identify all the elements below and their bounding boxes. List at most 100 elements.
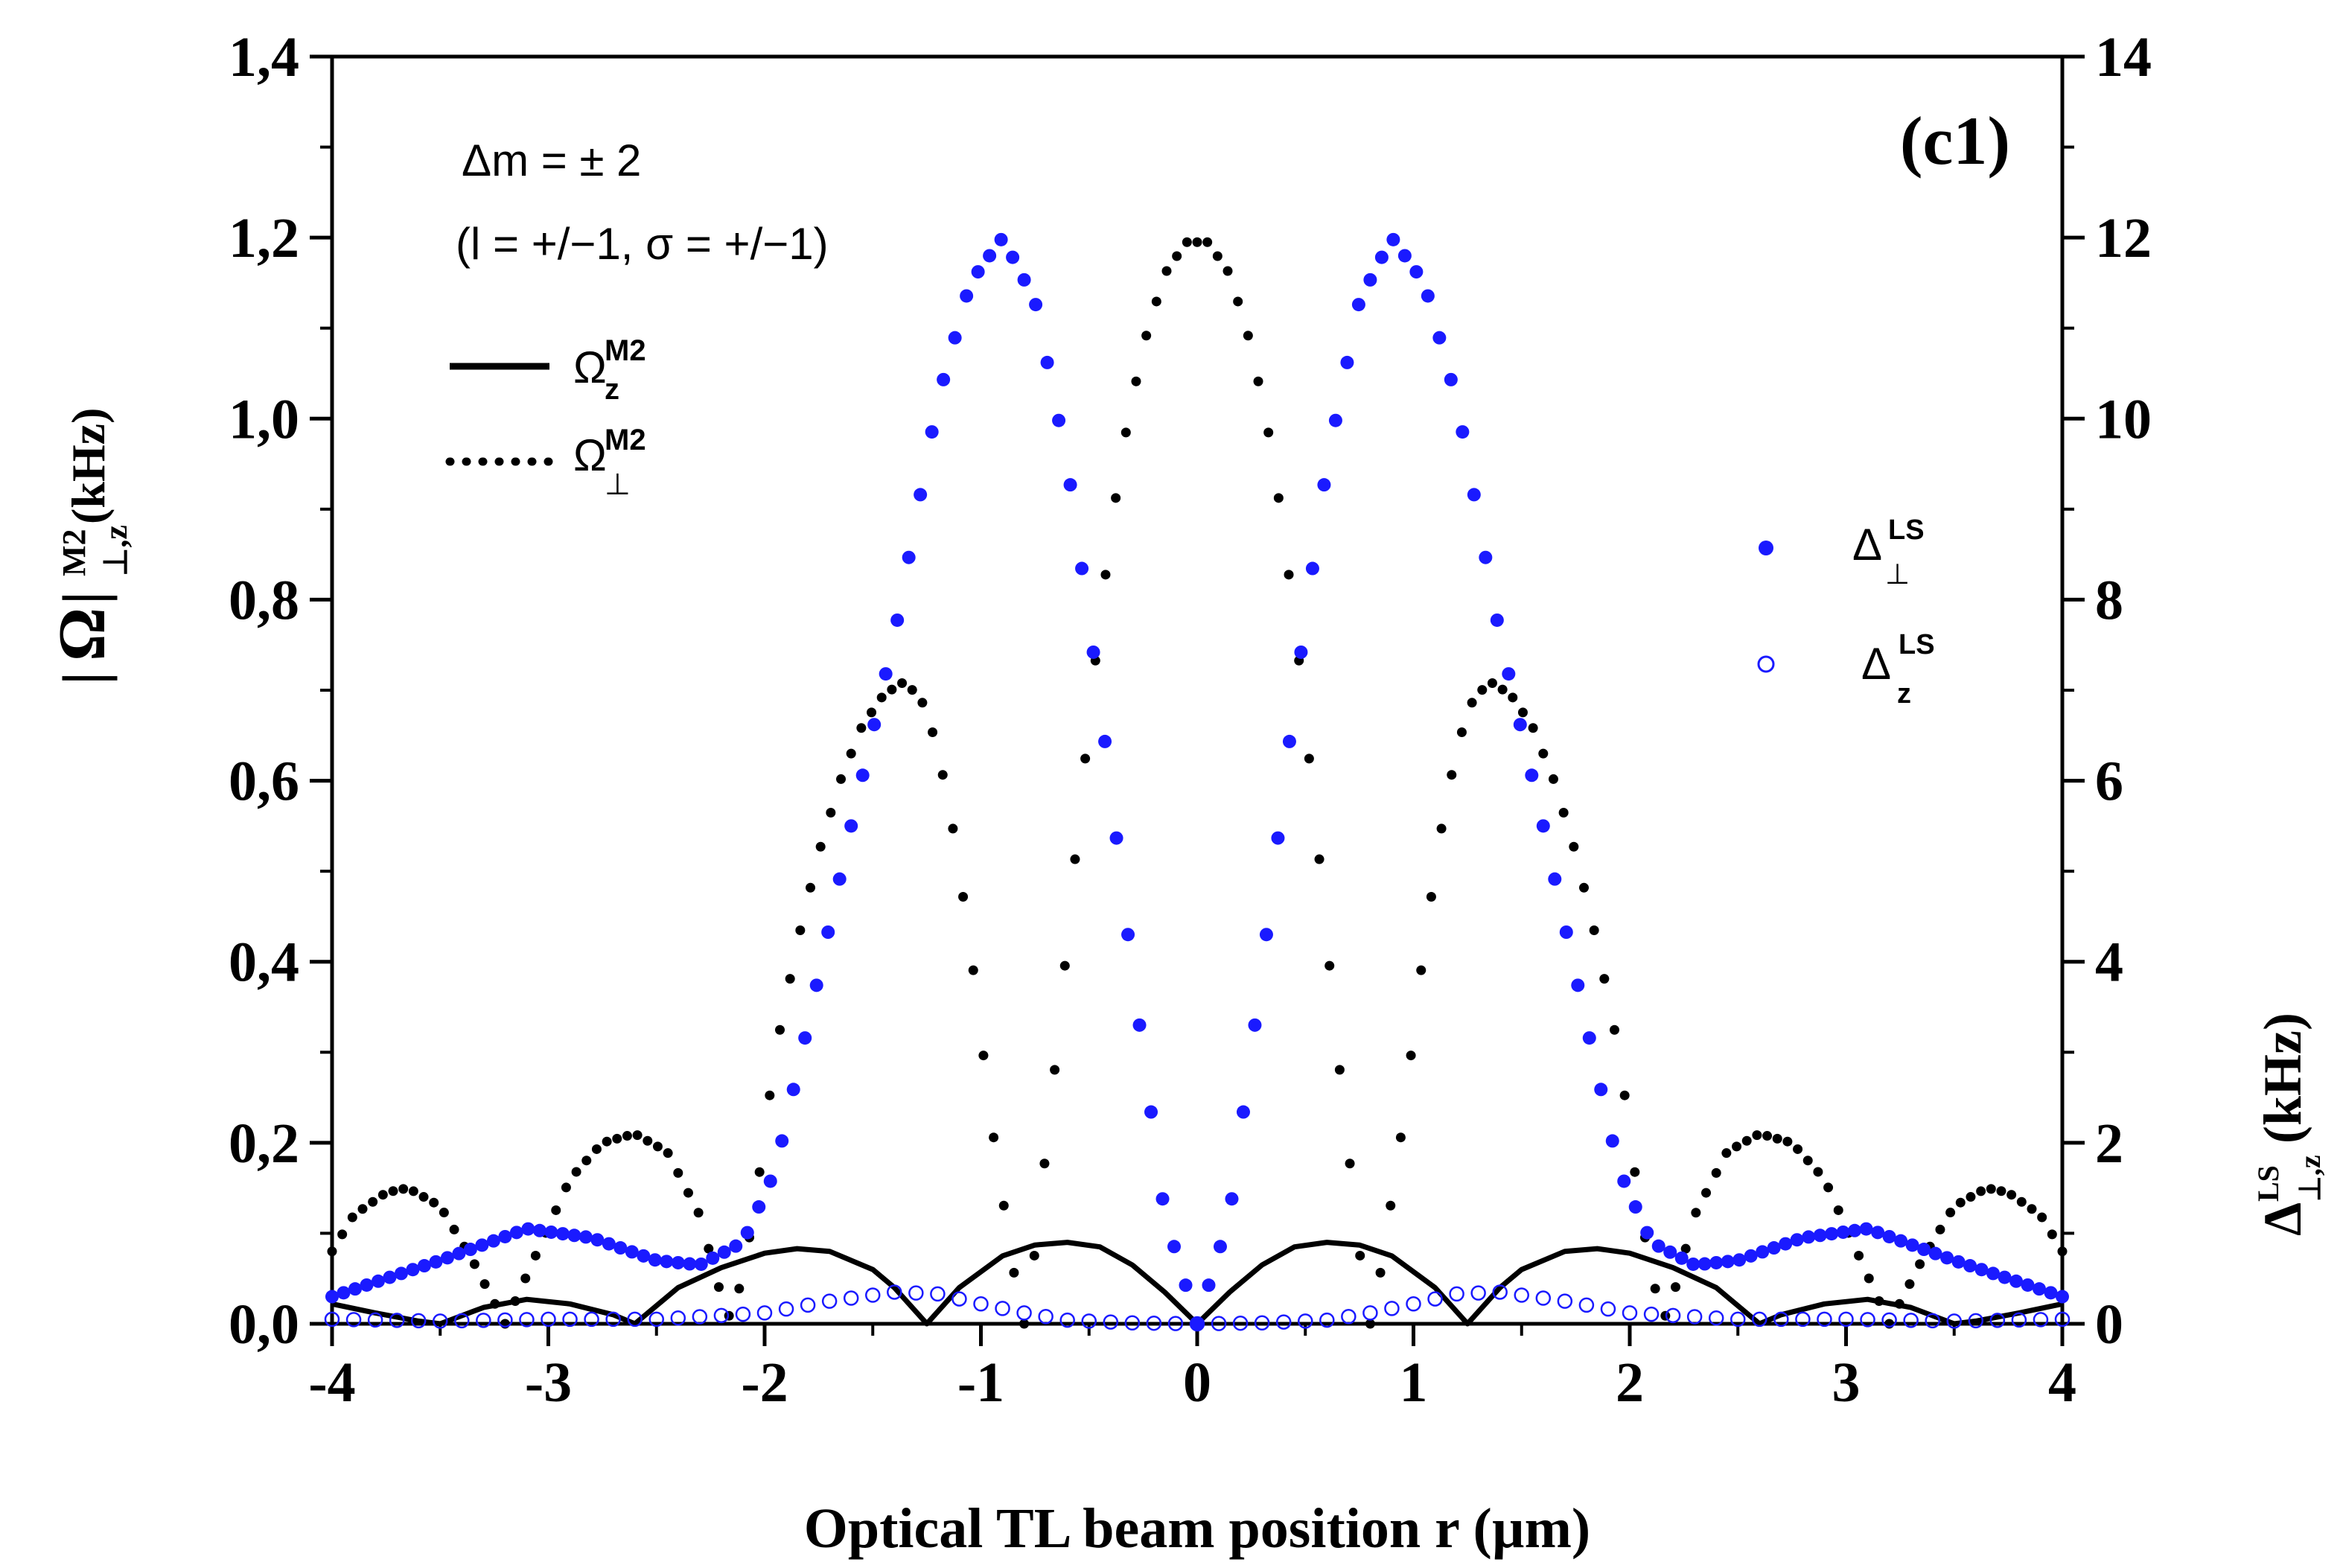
y-left-tick-labels: 0,0 0,2 0,4 0,6 0,8 1,0 1,2 1,4: [229, 26, 299, 1356]
y-left-tick-label: 0,2: [229, 1112, 299, 1175]
series-delta-z-point: [1319, 1312, 1335, 1328]
series-delta-z-point: [908, 1285, 924, 1301]
series-delta-perp-point: [1075, 561, 1089, 576]
series-omega-perp-point: [1100, 570, 1111, 580]
series-delta-z-point: [995, 1301, 1010, 1316]
series-omega-perp-point: [571, 1167, 581, 1177]
series-omega-perp-point: [1976, 1186, 1986, 1196]
series-delta-perp-point: [1317, 478, 1331, 492]
series-omega-perp-point: [928, 727, 938, 737]
legend-omega-perp-sup: M2: [605, 424, 646, 456]
series-delta-z-point: [1752, 1311, 1767, 1328]
series-delta-perp-point: [1006, 250, 1020, 264]
series-delta-perp-point: [2009, 1274, 2024, 1288]
y-right-tick-label: 14: [2095, 26, 2152, 89]
series-omega-perp-point: [408, 1186, 418, 1196]
series-omega-perp-point: [1599, 974, 1610, 984]
series-omega-perp-point: [1151, 296, 1161, 307]
series-omega-perp-point: [510, 1295, 520, 1306]
series-delta-perp-point: [475, 1238, 489, 1252]
series-omega-perp-point: [1375, 1267, 1386, 1278]
series-omega-perp-point: [1345, 1159, 1355, 1169]
y-left-unit: (kHz): [62, 408, 115, 524]
series-delta-z-point: [1773, 1311, 1789, 1328]
series-omega-perp-point: [652, 1141, 663, 1152]
series-omega-perp-point: [1833, 1205, 1843, 1215]
y-left-tick-label: 0,6: [229, 750, 299, 813]
series-omega-perp-point: [1324, 960, 1335, 971]
series-omega-perp-point: [1578, 882, 1589, 893]
series-delta-perp-point: [660, 1255, 674, 1269]
series-omega-perp-point: [907, 685, 917, 695]
series-delta-perp-point: [1213, 1240, 1227, 1254]
series-delta-perp-point: [1421, 289, 1435, 303]
series-omega-perp-point: [1222, 266, 1233, 276]
series-omega-perp-point: [1680, 1243, 1691, 1254]
y-right-sub: ⊥,z: [2293, 1155, 2327, 1202]
series-omega-perp-point: [581, 1156, 592, 1166]
axis-ticks: [310, 54, 2085, 1346]
y-right-tick-label: 10: [2095, 388, 2152, 450]
series-delta-perp-point: [1490, 613, 1504, 627]
series-omega-perp-point: [1447, 770, 1457, 780]
series-delta-perp-point: [1121, 928, 1135, 942]
series-omega-perp-point: [1029, 1250, 1039, 1261]
series-delta-perp-point: [1859, 1222, 1873, 1236]
series-delta-perp-point: [740, 1226, 754, 1240]
series-delta-perp-point: [1998, 1270, 2012, 1284]
series-omega-perp-point: [1802, 1156, 1813, 1166]
series-delta-z-point: [1254, 1315, 1270, 1331]
series-delta-perp-point: [1790, 1233, 1804, 1247]
series-omega-perp-point: [429, 1197, 439, 1208]
series-omega-perp-point: [734, 1284, 745, 1294]
series-omega-perp-point: [398, 1184, 409, 1194]
y-right-tick-label: 0: [2095, 1293, 2123, 1356]
series-delta-z-point: [627, 1311, 643, 1328]
series-delta-perp-point: [1282, 734, 1296, 748]
y-right-axis-title: Δ LS ⊥,z (kHz): [2251, 1013, 2327, 1236]
series-omega-perp-point: [368, 1196, 378, 1207]
series-delta-perp-point: [1605, 1134, 1619, 1148]
series-delta-perp-point: [683, 1257, 697, 1271]
series-omega-perp-point: [1192, 237, 1202, 247]
series-delta-z-point: [433, 1313, 448, 1329]
series-omega-perp-point: [1538, 748, 1549, 759]
series-delta-perp-point: [1513, 718, 1527, 732]
series-delta-z-point: [1881, 1312, 1897, 1328]
series-delta-perp-point: [555, 1227, 570, 1241]
series-delta-perp-point: [1674, 1251, 1689, 1265]
series-delta-z-point: [821, 1293, 838, 1309]
series-delta-perp-point: [1052, 413, 1066, 427]
series-omega-perp-point: [1050, 1065, 1060, 1075]
y-left-tick-label: 0,0: [229, 1293, 299, 1356]
series-omega-perp-point: [602, 1136, 612, 1147]
series-omega-perp-point: [876, 692, 887, 703]
series-delta-perp-point: [325, 1290, 339, 1304]
x-tick-label: -4: [308, 1351, 355, 1414]
series-delta-z-point: [1341, 1309, 1357, 1325]
series-delta-z-point: [1470, 1285, 1486, 1301]
series-delta-perp-point: [1109, 831, 1123, 845]
series-omega-perp-point: [663, 1148, 673, 1159]
series-delta-perp-point: [1767, 1241, 1781, 1255]
series-omega-perp-point: [1456, 727, 1467, 737]
series-delta-perp-point: [1040, 355, 1054, 369]
series-delta-perp-point: [1779, 1237, 1793, 1251]
series-omega-perp-point: [856, 723, 867, 733]
series-delta-perp-point: [1144, 1105, 1158, 1119]
series-omega-perp-point: [1619, 1090, 1630, 1100]
series-delta-perp-point: [717, 1245, 731, 1259]
legend-omega-perp-sub: ⊥: [605, 468, 631, 501]
x-tick-label: -1: [957, 1351, 1004, 1414]
series-delta-perp-point: [1928, 1246, 1942, 1261]
series-delta-perp-point: [1894, 1234, 1908, 1248]
legend-omega-z-sub: z: [605, 373, 619, 406]
series-omega-perp-point: [968, 965, 978, 975]
series-omega-perp-point: [1019, 1319, 1030, 1329]
x-tick-labels: -4 -3 -2 -1 0 1 2 3 4: [308, 1351, 2076, 1414]
y-left-bar-open: |: [50, 672, 118, 685]
series-delta-z-point: [1427, 1291, 1443, 1307]
series-omega-perp-point: [1569, 841, 1579, 852]
series-delta-perp-point: [2033, 1282, 2047, 1296]
series-delta-perp-point: [809, 978, 823, 992]
